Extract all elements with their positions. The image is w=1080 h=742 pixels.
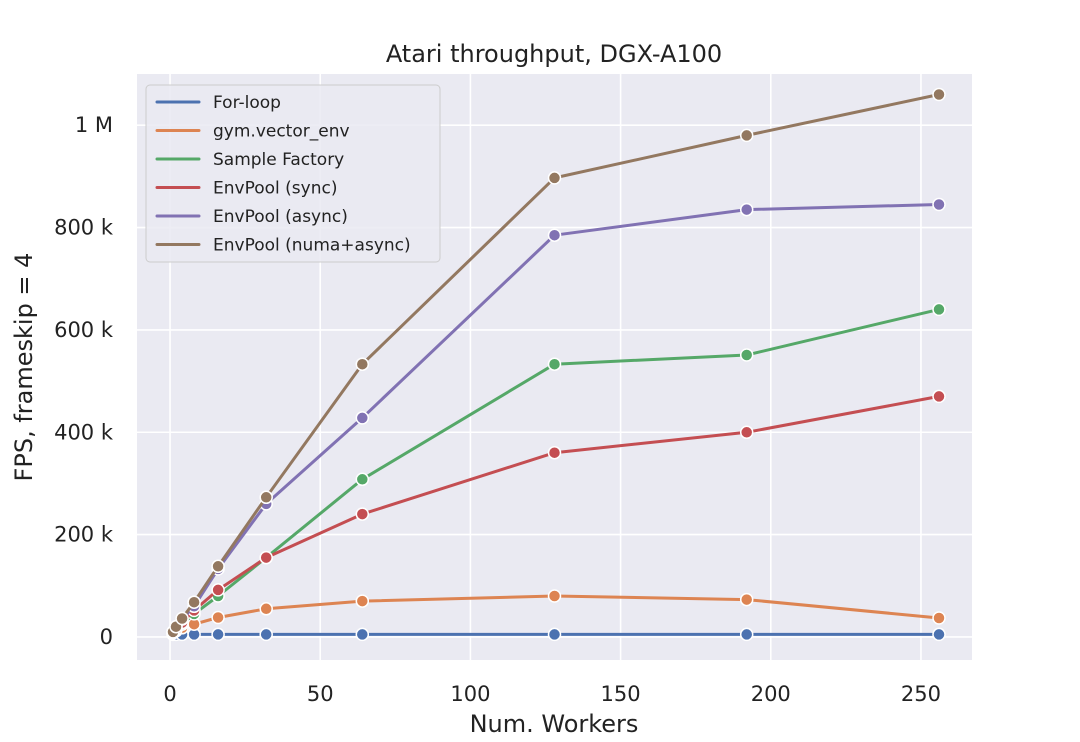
- legend-label: gym.vector_env: [213, 122, 350, 142]
- x-tick-label: 50: [307, 682, 334, 706]
- data-point-envpool-sync: [547, 445, 562, 460]
- legend-box: [145, 84, 441, 263]
- data-point-envpool-numa-async: [547, 171, 562, 185]
- data-point-gym-vector-env: [739, 592, 754, 607]
- data-point-envpool-numa-async: [932, 87, 946, 102]
- data-point-envpool-sync: [259, 550, 273, 565]
- data-point-sample-factory: [355, 472, 370, 487]
- data-point-gym-vector-env: [547, 589, 562, 603]
- y-tick-label: 600 k: [54, 318, 114, 342]
- data-point-for-loop: [547, 627, 562, 642]
- data-point-envpool-async: [932, 197, 946, 212]
- data-point-envpool-sync: [355, 507, 370, 521]
- data-point-for-loop: [355, 627, 370, 642]
- legend-item-sample-factory: Sample Factory: [155, 150, 344, 170]
- data-point-envpool-async: [739, 202, 754, 217]
- data-point-envpool-async: [547, 228, 562, 242]
- data-point-envpool-numa-async: [211, 559, 225, 574]
- legend-item-envpool-async: EnvPool (async): [155, 207, 348, 227]
- legend-label: For-loop: [213, 93, 281, 113]
- data-point-gym-vector-env: [211, 610, 225, 625]
- data-point-envpool-numa-async: [739, 128, 754, 143]
- data-point-envpool-numa-async: [355, 357, 370, 371]
- data-point-gym-vector-env: [932, 611, 946, 625]
- data-point-gym-vector-env: [355, 594, 370, 608]
- x-tick-label: 200: [751, 682, 791, 706]
- legend-item-envpool-numa-async: EnvPool (numa+async): [155, 236, 411, 256]
- data-point-envpool-sync: [739, 425, 754, 440]
- data-point-envpool-numa-async: [187, 595, 201, 609]
- y-tick-label: 400 k: [54, 420, 114, 444]
- legend: For-loop gym.vector_env Sample Factory EnvP…: [145, 84, 441, 263]
- data-point-sample-factory: [932, 302, 946, 317]
- series-lines: [166, 87, 946, 642]
- tick-labels: 0 50 100 150 200 250 0 200 k 400 k 600 k 800 k 1 M: [54, 113, 941, 706]
- legend-item-for-loop: For-loop: [155, 93, 281, 113]
- x-tick-label: 0: [163, 682, 176, 706]
- legend-label: EnvPool (sync): [213, 179, 337, 199]
- data-point-gym-vector-env: [259, 602, 273, 616]
- legend-item-gym-vector-env: gym.vector_env: [155, 122, 350, 142]
- data-point-for-loop: [211, 627, 225, 642]
- data-point-envpool-async: [355, 411, 370, 425]
- data-point-for-loop: [932, 627, 946, 642]
- legend-label: Sample Factory: [213, 150, 344, 170]
- data-point-sample-factory: [547, 357, 562, 371]
- x-axis-label: Num. Workers: [470, 710, 639, 738]
- data-point-envpool-numa-async: [175, 611, 189, 626]
- data-point-envpool-sync: [211, 583, 225, 597]
- data-point-envpool-numa-async: [259, 490, 273, 505]
- data-point-for-loop: [259, 627, 273, 642]
- chart-title: Atari throughput, DGX-A100: [386, 40, 722, 68]
- legend-label: EnvPool (async): [213, 207, 348, 227]
- grid: [137, 74, 972, 660]
- x-tick-label: 150: [601, 682, 641, 706]
- x-tick-label: 250: [901, 682, 941, 706]
- y-tick-label: 200 k: [54, 523, 114, 547]
- series-envpool-numa-async: [166, 87, 946, 639]
- data-point-sample-factory: [739, 348, 754, 362]
- y-tick-label: 800 k: [54, 216, 114, 240]
- y-tick-label: 1 M: [75, 113, 113, 137]
- x-tick-label: 100: [450, 682, 490, 706]
- legend-label: EnvPool (numa+async): [213, 236, 411, 256]
- legend-item-envpool-sync: EnvPool (sync): [155, 179, 337, 199]
- data-point-envpool-sync: [932, 389, 946, 404]
- y-tick-label: 0: [100, 625, 113, 649]
- y-axis-label: FPS, frameskip = 4: [10, 253, 38, 482]
- data-point-for-loop: [739, 627, 754, 642]
